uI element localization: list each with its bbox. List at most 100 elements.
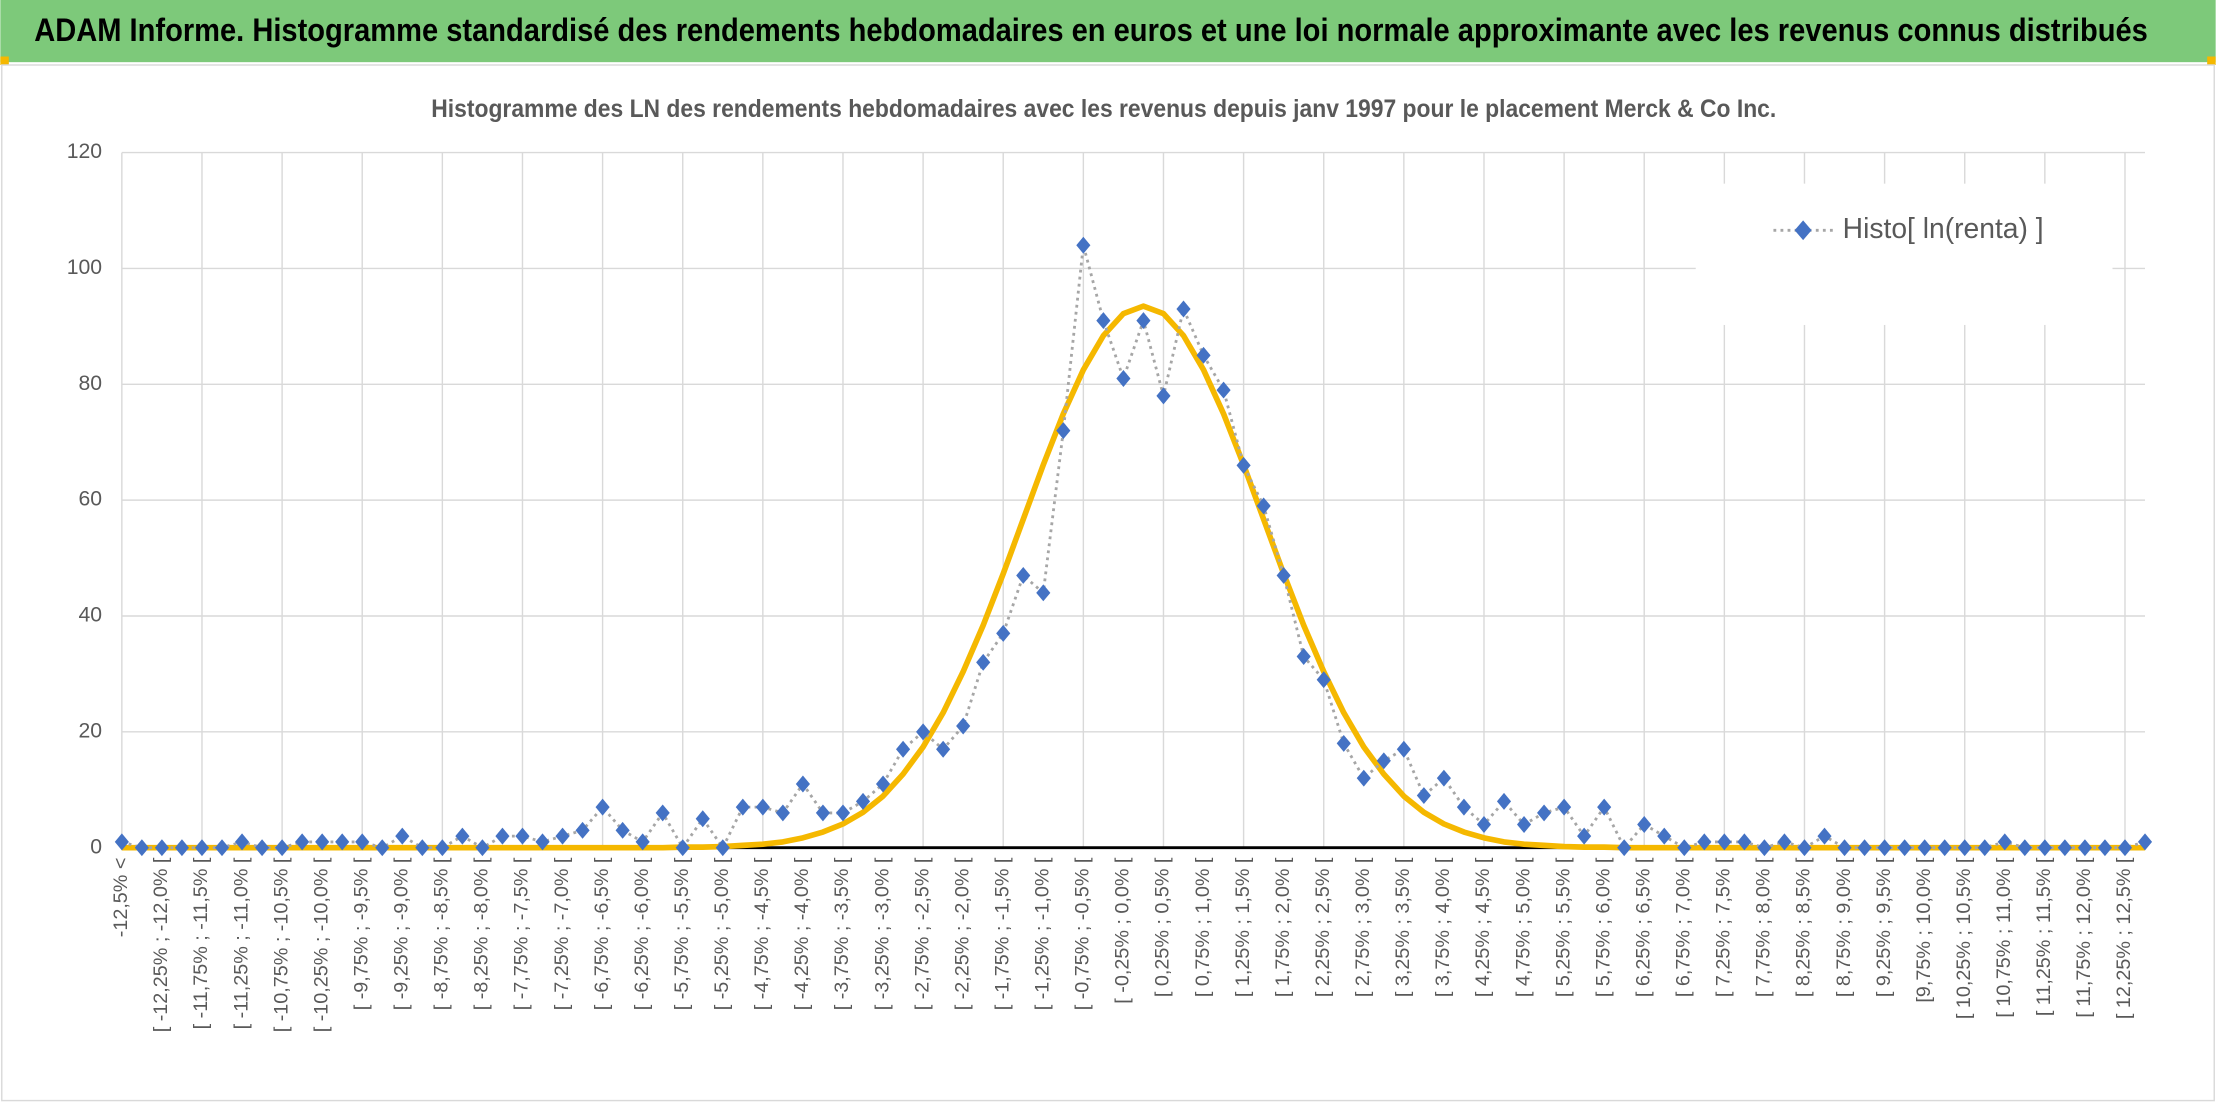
histo-marker	[1256, 497, 1271, 515]
page-title: ADAM Informe. Histogramme standardisé de…	[34, 12, 2148, 48]
x-tick-label: [ -3,75% ; -3,5% [	[831, 857, 853, 1010]
histo-marker	[455, 827, 470, 845]
x-tick-label: [ 7,75% ; 8,0% [	[1753, 857, 1775, 997]
histo-marker	[2077, 839, 2092, 857]
histo-marker	[1496, 792, 1512, 810]
legend-box	[1695, 183, 2113, 325]
y-tick-label: 20	[78, 719, 102, 742]
histo-marker	[735, 798, 750, 816]
x-tick-label: [ 5,75% ; 6,0% [	[1592, 857, 1614, 997]
x-tick-label: [ 6,25% ; 6,5% [	[1632, 857, 1654, 997]
histo-marker	[1937, 839, 1952, 857]
x-tick-label: [ -2,25% ; -2,0% [	[951, 857, 973, 1010]
histo-marker	[1216, 381, 1231, 399]
histo-marker	[595, 798, 610, 816]
x-tick-label: [ -12,25% ; -12,0% [	[150, 857, 172, 1032]
histo-marker	[1056, 422, 1071, 440]
x-tick-label: [ 2,25% ; 2,5% [	[1312, 857, 1334, 997]
x-tick-label: [ -5,25% ; -5,0% [	[711, 857, 733, 1010]
x-tick-label: [ -4,25% ; -4,0% [	[791, 857, 813, 1010]
histo-marker	[1617, 839, 1632, 857]
histo-marker	[795, 775, 810, 793]
histo-marker	[1537, 804, 1552, 822]
histo-marker	[1877, 839, 1892, 857]
histo-marker	[956, 717, 971, 735]
histo-marker	[1757, 839, 1772, 857]
histo-marker	[335, 833, 350, 851]
histo-marker	[174, 839, 190, 857]
histo-marker	[936, 740, 951, 758]
x-tick-label: [ -8,25% ; -8,0% [	[471, 857, 493, 1010]
histo-marker	[1076, 236, 1091, 254]
histo-marker	[1516, 816, 1532, 833]
histo-marker	[1917, 839, 1932, 857]
histo-marker	[1476, 816, 1492, 833]
x-tick-label: [ 5,25% ; 5,5% [	[1552, 857, 1574, 997]
histo-marker	[775, 804, 790, 822]
histo-marker	[1977, 839, 1992, 857]
histo-marker	[435, 839, 450, 857]
accent	[2207, 56, 2216, 65]
histo-marker	[1857, 839, 1872, 857]
x-tick-label: [ -1,25% ; -1,0% [	[1032, 857, 1054, 1010]
histo-marker	[1737, 833, 1752, 851]
histo-marker	[855, 792, 871, 810]
x-tick-label: [ 8,25% ; 8,5% [	[1793, 857, 1815, 997]
histo-marker	[1276, 566, 1291, 584]
histo-marker	[1096, 312, 1111, 330]
x-tick-label: [ 6,75% ; 7,0% [	[1673, 857, 1695, 997]
histo-marker	[916, 723, 931, 741]
histo-marker	[755, 798, 770, 816]
y-tick-label: 120	[67, 140, 102, 163]
histo-marker	[1196, 346, 1211, 364]
x-tick-label: [ 3,75% ; 4,0% [	[1432, 857, 1454, 997]
x-tick-label: [ -0,25% ; 0,0% [	[1112, 857, 1134, 1004]
x-tick-label: [ -7,25% ; -7,0% [	[551, 857, 573, 1010]
x-tick-label: [ 4,75% ; 5,0% [	[1512, 857, 1534, 997]
x-tick-label: [ 2,75% ; 3,0% [	[1352, 857, 1374, 997]
histo-marker	[1717, 833, 1732, 851]
legend-label: Histo[ ln(renta) ]	[1843, 212, 2044, 244]
histo-marker	[1456, 798, 1472, 816]
x-tick-label: [ -10,25% ; -10,0% [	[310, 857, 332, 1032]
y-tick-label: 40	[78, 604, 102, 627]
histo-marker	[1376, 752, 1391, 770]
histo-marker	[275, 839, 290, 857]
histo-marker	[875, 775, 891, 793]
x-tick-label: -12,5% <	[110, 858, 132, 938]
x-tick-label: [ -11,25% ; -11,0% [	[230, 857, 252, 1029]
histo-marker	[835, 804, 851, 822]
histo-marker	[214, 839, 230, 857]
x-tick-label: [ 4,25% ; 4,5% [	[1472, 857, 1494, 997]
histo-marker	[1677, 839, 1692, 857]
y-tick-label: 100	[67, 256, 102, 279]
histo-marker	[375, 839, 390, 857]
histo-marker	[635, 833, 650, 851]
x-tick-label: [ -5,75% ; -5,5% [	[671, 857, 693, 1010]
histo-marker	[2017, 839, 2032, 857]
x-tick-label: [ -6,75% ; -6,5% [	[591, 857, 613, 1010]
histo-marker	[1436, 769, 1451, 787]
histo-marker	[1036, 584, 1051, 602]
histo-marker	[1416, 787, 1431, 805]
x-tick-label: [ -1,75% ; -1,5% [	[991, 857, 1013, 1010]
histo-marker	[815, 804, 831, 822]
histo-marker	[1957, 839, 1972, 857]
histo-marker	[415, 839, 430, 857]
header-bar	[0, 0, 2216, 63]
histo-marker	[675, 839, 690, 857]
x-tick-label: [ -0,75% ; -0,5% [	[1072, 857, 1094, 1010]
x-tick-label: [ 11,25% ; 11,5% [	[2033, 857, 2055, 1016]
x-tick-label: [ 1,75% ; 2,0% [	[1272, 857, 1294, 997]
x-tick-label: [ -9,25% ; -9,0% [	[391, 857, 413, 1010]
histo-marker	[1396, 740, 1411, 758]
histo-marker	[355, 833, 370, 851]
histo-marker	[1777, 833, 1792, 851]
x-tick-label: [ -10,75% ; -10,5% [	[270, 857, 292, 1032]
histo-marker	[1016, 566, 1031, 584]
x-tick-label: [ 0,25% ; 0,5% [	[1152, 857, 1174, 997]
y-tick-label: 0	[90, 835, 102, 858]
x-tick-label: [9,75% ; 10,0% [	[1913, 857, 1935, 1003]
y-tick-label: 60	[78, 488, 102, 511]
